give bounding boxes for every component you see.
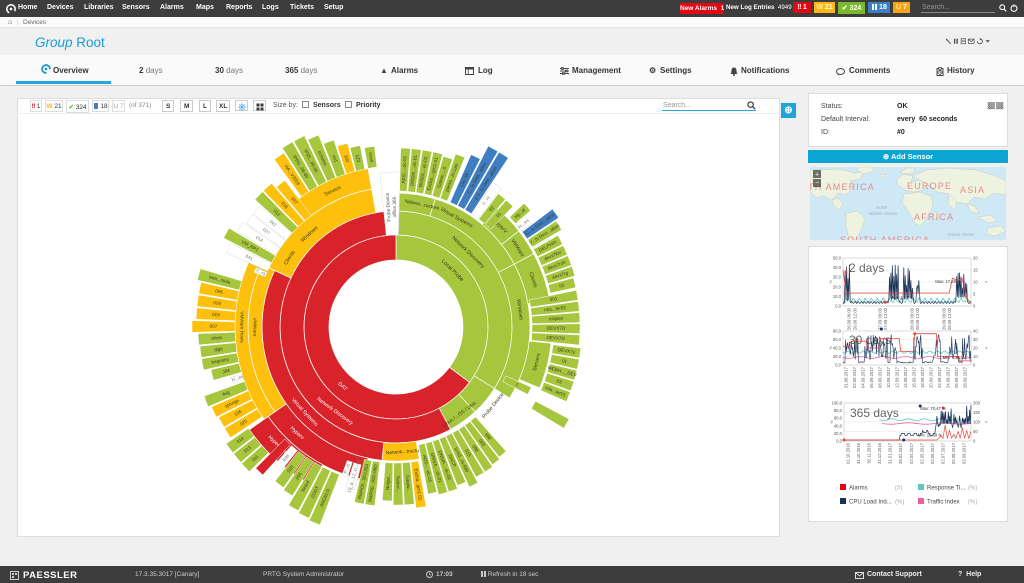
svg-text:EUROPE: EUROPE [907, 181, 952, 191]
svg-text:(#): (#) [895, 486, 902, 492]
svg-text:20: 20 [973, 256, 978, 261]
svg-text:−: − [815, 180, 819, 187]
svg-text:02.06.2017: 02.06.2017 [930, 442, 935, 464]
svg-text:22.09.2017: 22.09.2017 [937, 366, 942, 388]
svg-text:Min: 19,69 %: Min: 19,69 % [918, 432, 943, 437]
svg-text:01.10.2016: 01.10.2016 [845, 442, 850, 464]
svg-text:24.09.2017: 24.09.2017 [946, 366, 951, 388]
svg-text:16.09.2017: 16.09.2017 [912, 366, 917, 388]
svg-text:(%): (%) [895, 500, 904, 506]
svg-text:28.09 06:00: 28.09 06:00 [909, 307, 914, 330]
svg-text:0,0: 0,0 [835, 304, 841, 309]
svg-text:2 days: 2 days [849, 261, 884, 275]
svg-text:08.09.2017: 08.09.2017 [877, 366, 882, 388]
svg-text:(%): (%) [968, 500, 977, 506]
svg-text:Atlantic Ocean: Atlantic Ocean [867, 211, 898, 216]
svg-text:365 days: 365 days [850, 406, 899, 420]
svg-text:Indian Ocean: Indian Ocean [948, 232, 975, 237]
svg-text:80,0: 80,0 [834, 408, 843, 413]
svg-text:20,0: 20,0 [834, 431, 843, 436]
svg-text:20.09.2017: 20.09.2017 [929, 366, 934, 388]
svg-text:0: 0 [973, 363, 976, 368]
svg-text:18.09.2017: 18.09.2017 [920, 366, 925, 388]
svg-text:31.08.2017: 31.08.2017 [843, 366, 848, 388]
svg-text:14.09.2017: 14.09.2017 [903, 366, 908, 388]
svg-text:150: 150 [973, 410, 981, 415]
svg-text:26.09.2017: 26.09.2017 [954, 366, 959, 388]
svg-text:0: 0 [973, 439, 976, 444]
svg-text:TH AMERICA: TH AMERICA [810, 182, 875, 192]
svg-text:#: # [984, 347, 989, 350]
svg-text:10,0: 10,0 [833, 294, 842, 299]
svg-text:06.09.2017: 06.09.2017 [869, 366, 874, 388]
svg-text:31.10.2016: 31.10.2016 [856, 442, 861, 464]
svg-text:Response Ti...: Response Ti... [927, 486, 966, 492]
svg-text:27.09 12:00: 27.09 12:00 [883, 307, 888, 330]
svg-text:40: 40 [973, 329, 978, 334]
svg-text:28.02.2017: 28.02.2017 [898, 442, 903, 464]
svg-text:26.09 06:00: 26.09 06:00 [847, 307, 852, 330]
svg-text:60,0: 60,0 [834, 416, 843, 421]
svg-text:%: % [828, 346, 833, 350]
svg-text:40,0: 40,0 [833, 346, 842, 351]
svg-text:Traffic Index: Traffic Index [927, 500, 960, 506]
svg-text:02.04.2017: 02.04.2017 [909, 442, 914, 464]
svg-text:200: 200 [973, 401, 981, 406]
svg-text:30: 30 [973, 337, 978, 342]
svg-text:#: # [984, 421, 989, 424]
svg-text:100,0: 100,0 [832, 401, 843, 406]
svg-text:10: 10 [973, 354, 978, 359]
svg-text:26.09 12:00: 26.09 12:00 [852, 307, 857, 330]
svg-text:20,0: 20,0 [833, 354, 842, 359]
svg-text:Min: 1,87 %: Min: 1,87 % [892, 295, 914, 300]
svg-text:+: + [815, 172, 819, 179]
svg-text:10: 10 [973, 280, 978, 285]
svg-text:50: 50 [973, 429, 978, 434]
svg-text:02.09.2017: 02.09.2017 [852, 366, 857, 388]
svg-text:5: 5 [973, 292, 976, 297]
svg-text:0,0: 0,0 [836, 439, 842, 444]
svg-text:27.09 06:00: 27.09 06:00 [877, 307, 882, 330]
svg-text:%: % [828, 280, 833, 284]
svg-text:31.12.2016: 31.12.2016 [877, 442, 882, 464]
svg-text:Alarms: Alarms [849, 486, 868, 492]
svg-text:30.11.2016: 30.11.2016 [867, 442, 872, 463]
svg-text:SOUTH AMERICA: SOUTH AMERICA [840, 235, 930, 240]
svg-text:31.01.2017: 31.01.2017 [888, 442, 893, 464]
svg-text:29.09 12:00: 29.09 12:00 [947, 307, 952, 330]
svg-text:60,0: 60,0 [833, 337, 842, 342]
svg-text:0,0: 0,0 [835, 363, 841, 368]
svg-text:ASIA: ASIA [960, 185, 985, 195]
svg-text:20,0: 20,0 [833, 284, 842, 289]
svg-text:02.05.2017: 02.05.2017 [919, 442, 924, 464]
svg-text:AFRICA: AFRICA [914, 212, 954, 222]
svg-text:10.09.2017: 10.09.2017 [886, 366, 891, 388]
svg-text:Min: 6,25 %: Min: 6,25 % [943, 355, 965, 360]
svg-text:50,0: 50,0 [833, 256, 842, 261]
svg-text:80,0: 80,0 [833, 329, 842, 334]
svg-text:28.09.2017: 28.09.2017 [963, 366, 968, 388]
svg-text:(%): (%) [968, 486, 977, 492]
svg-text:15: 15 [973, 268, 978, 273]
svg-text:40,0: 40,0 [834, 423, 843, 428]
svg-text:North: North [876, 205, 888, 210]
svg-text:12.09.2017: 12.09.2017 [895, 366, 900, 388]
svg-text:02.08.2017: 02.08.2017 [951, 442, 956, 464]
svg-text:02.07.2017: 02.07.2017 [941, 442, 946, 464]
svg-text:#: # [984, 281, 989, 284]
svg-text:%: % [829, 420, 834, 424]
svg-text:29.09 06:00: 29.09 06:00 [941, 307, 946, 330]
svg-text:20: 20 [973, 346, 978, 351]
svg-text:28.09 12:00: 28.09 12:00 [915, 307, 920, 330]
svg-text:Max: 17,28 %: Max: 17,28 % [935, 279, 961, 284]
svg-text:30,0: 30,0 [833, 275, 842, 280]
svg-text:40,0: 40,0 [833, 265, 842, 270]
svg-text:02.09.2017: 02.09.2017 [962, 442, 967, 464]
svg-text:04.09.2017: 04.09.2017 [860, 366, 865, 388]
svg-text:Max: 70,47 %: Max: 70,47 % [920, 406, 946, 411]
svg-text:100: 100 [973, 420, 981, 425]
svg-text:0: 0 [973, 304, 976, 309]
svg-text:CPU Load Ind...: CPU Load Ind... [849, 500, 892, 506]
svg-text:30 days: 30 days [849, 333, 891, 347]
